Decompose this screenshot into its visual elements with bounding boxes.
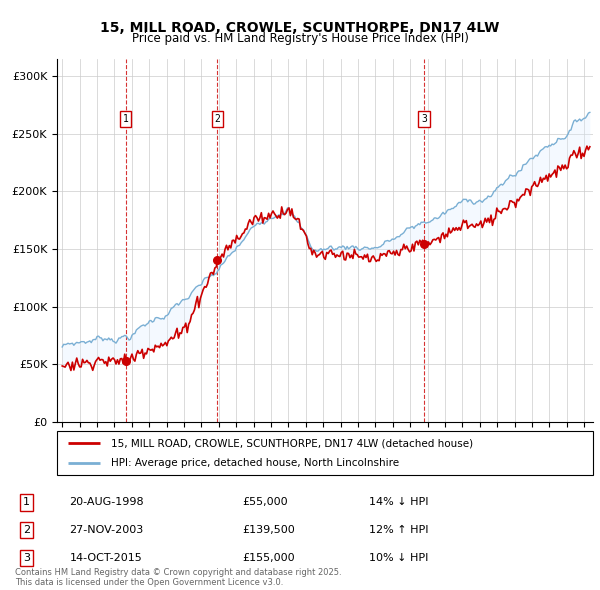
Text: Price paid vs. HM Land Registry's House Price Index (HPI): Price paid vs. HM Land Registry's House … — [131, 32, 469, 45]
FancyBboxPatch shape — [57, 431, 593, 475]
Text: 1: 1 — [23, 497, 30, 507]
Text: 15, MILL ROAD, CROWLE, SCUNTHORPE, DN17 4LW (detached house): 15, MILL ROAD, CROWLE, SCUNTHORPE, DN17 … — [110, 438, 473, 448]
Text: 10% ↓ HPI: 10% ↓ HPI — [369, 553, 428, 563]
Text: 27-NOV-2003: 27-NOV-2003 — [70, 525, 144, 535]
Text: 14% ↓ HPI: 14% ↓ HPI — [369, 497, 428, 507]
Text: 1: 1 — [122, 114, 128, 124]
Text: 14-OCT-2015: 14-OCT-2015 — [70, 553, 142, 563]
Text: 12% ↑ HPI: 12% ↑ HPI — [369, 525, 428, 535]
Text: 3: 3 — [421, 114, 427, 124]
Text: 2: 2 — [214, 114, 220, 124]
Text: £55,000: £55,000 — [242, 497, 288, 507]
Text: Contains HM Land Registry data © Crown copyright and database right 2025.
This d: Contains HM Land Registry data © Crown c… — [15, 568, 341, 587]
Text: HPI: Average price, detached house, North Lincolnshire: HPI: Average price, detached house, Nort… — [110, 458, 399, 468]
Text: 20-AUG-1998: 20-AUG-1998 — [70, 497, 144, 507]
Text: 3: 3 — [23, 553, 30, 563]
Text: 2: 2 — [23, 525, 30, 535]
Text: £139,500: £139,500 — [242, 525, 295, 535]
Text: 15, MILL ROAD, CROWLE, SCUNTHORPE, DN17 4LW: 15, MILL ROAD, CROWLE, SCUNTHORPE, DN17 … — [100, 21, 500, 35]
Text: £155,000: £155,000 — [242, 553, 295, 563]
